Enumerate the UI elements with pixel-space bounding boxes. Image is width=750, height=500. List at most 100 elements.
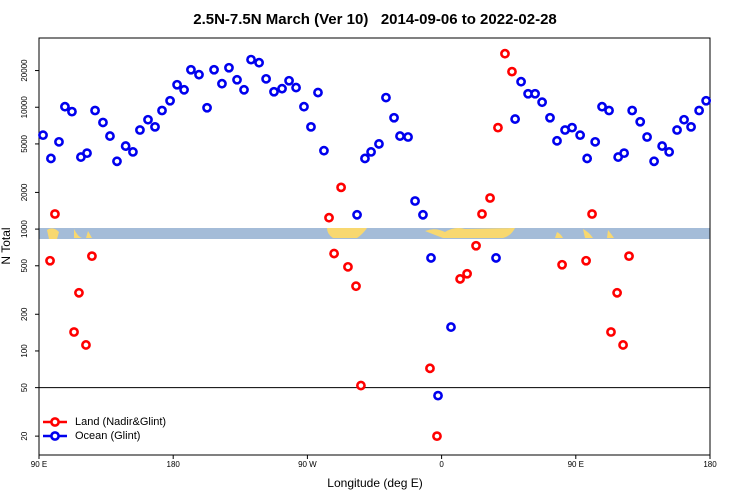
data-point [165,95,175,106]
y-tick-label: 200 [20,307,29,321]
y-tick-label: 1000 [20,220,29,238]
data-point [672,125,682,135]
x-tick-label: 180 [167,460,181,469]
data-point [105,131,115,141]
data-point [329,248,339,259]
data-point [60,101,70,112]
data-point [336,182,346,193]
data-point [516,76,526,87]
ocean-strip [39,228,710,239]
data-point [557,259,567,270]
x-tick-label: 90 E [568,460,584,469]
legend-marker [50,417,60,427]
x-tick-label: 90 E [31,460,47,469]
data-point [45,255,55,266]
data-point [587,209,597,219]
data-point [179,84,189,95]
data-point [186,64,196,75]
data-point [67,106,77,117]
data-point [604,105,614,116]
data-point [269,86,279,97]
y-tick-label: 10000 [20,96,29,119]
data-point [694,105,705,116]
data-point [612,287,623,298]
data-point [567,122,577,133]
data-point [128,147,138,157]
data-point [686,121,696,132]
data-point [381,92,391,103]
data-point [202,102,212,113]
data-point [679,114,689,125]
data-point [313,87,323,98]
data-point [619,148,630,159]
data-point [389,112,399,123]
data-point [510,114,521,124]
legend: Land (Nadir&Glint) Ocean (Glint) [43,416,166,442]
data-point [291,82,301,93]
data-point [606,327,616,337]
y-tick-label: 2000 [20,183,29,201]
data-point [306,121,316,132]
data-point [545,112,555,123]
data-point [224,62,234,73]
data-point [581,255,591,266]
data-point [395,131,405,141]
data-point [217,78,227,89]
data-point [507,66,517,77]
data-point [81,340,91,350]
data-point [343,261,353,272]
data-point [74,287,84,298]
data-point [701,95,712,106]
data-point [418,209,428,220]
data-point [356,380,366,391]
data-point [232,74,242,85]
plot-frame [38,37,711,456]
data-point [352,209,362,220]
data-point [194,69,204,80]
data-point [87,251,97,262]
data-point [642,132,652,142]
data-point [284,75,294,86]
data-point [324,212,334,223]
data-point [261,73,271,84]
y-tick-label: 5000 [20,134,29,152]
data-point [38,130,48,141]
data-point [366,147,376,157]
data-point [299,101,309,112]
data-point [491,253,501,263]
data-point [477,209,487,219]
data-point [319,145,329,156]
x-tick-label: 0 [439,460,444,469]
data-point [485,193,495,203]
data-point [537,97,548,108]
data-point [351,281,361,292]
y-tick-label: 20000 [20,59,29,82]
data-point [627,105,638,116]
data-point [112,156,122,167]
data-point [120,141,131,151]
data-point [410,196,420,206]
data-point [649,156,659,167]
data-point [135,125,145,135]
y-tick-label: 50 [20,383,29,392]
data-point [374,139,384,149]
y-axis-label: N Total [0,227,13,264]
data-point [657,141,668,151]
data-point [143,114,153,125]
data-point [597,101,607,112]
data-point [157,105,167,116]
data-point [172,79,182,90]
data-point [664,147,675,157]
data-point [425,363,435,374]
data-point [150,121,160,132]
data-point [635,116,646,127]
data-point [455,274,465,284]
legend-label: Ocean (Glint) [75,430,140,442]
y-tick-label: 100 [20,344,29,358]
data-point [575,130,586,141]
data-point [590,136,601,147]
data-point [209,64,219,75]
y-tick-label: 500 [20,259,29,273]
data-point [254,57,264,68]
